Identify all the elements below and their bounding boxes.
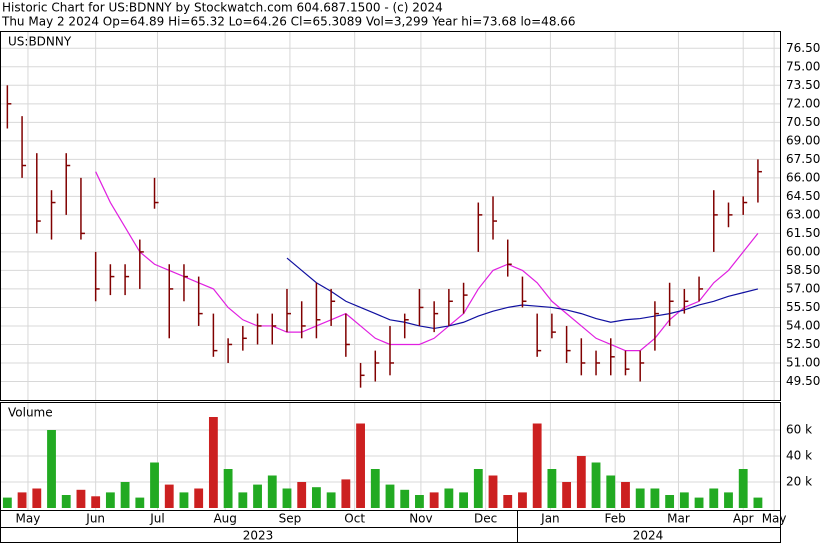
volume-bar xyxy=(738,469,748,508)
x-tick-label: Oct xyxy=(344,512,365,526)
x-tick-label: Nov xyxy=(409,512,432,526)
x-tick-label: Jan xyxy=(540,512,560,526)
x-tick-label: Feb xyxy=(605,512,626,526)
volume-bar xyxy=(47,430,56,508)
moving-average xyxy=(95,171,759,352)
volume-bar xyxy=(297,482,307,508)
volume-bar xyxy=(488,475,498,508)
x-tick-label: Jul xyxy=(149,512,164,526)
x-tick-label: Aug xyxy=(213,512,236,526)
y-tick-label: 58.50 xyxy=(786,263,820,277)
x-tick-label: May xyxy=(762,512,787,526)
volume-bar xyxy=(223,469,233,508)
y-tick-label: 60 k xyxy=(786,423,812,437)
volume-bar xyxy=(694,497,704,508)
y-tick-label: 64.50 xyxy=(786,189,820,203)
volume-bar xyxy=(709,488,719,508)
y-tick-label: 63.00 xyxy=(786,207,820,221)
volume-bar xyxy=(17,492,27,508)
volume-bar xyxy=(532,423,542,508)
volume-bar xyxy=(665,495,675,508)
volume-bar xyxy=(562,482,572,508)
volume-bar xyxy=(76,489,86,508)
x-tick-label: Jun xyxy=(85,512,105,526)
volume-bar xyxy=(282,488,292,508)
volume-title: Volume xyxy=(8,406,53,420)
volume-bar xyxy=(341,479,351,508)
y-tick-label: 52.50 xyxy=(786,337,820,351)
volume-bar xyxy=(473,469,483,508)
volume-bar xyxy=(635,488,645,508)
volume-bar xyxy=(444,488,454,508)
y-tick-label: 51.00 xyxy=(786,355,820,369)
volume-bar xyxy=(621,482,630,508)
volume-bar xyxy=(400,489,410,508)
volume-bar xyxy=(415,495,424,508)
y-tick-label: 69.00 xyxy=(786,133,820,147)
volume-bar xyxy=(679,492,689,508)
volume-bar xyxy=(753,497,763,508)
volume-bar xyxy=(208,417,218,508)
y-tick-label: 40 k xyxy=(786,449,812,463)
year-label: 2024 xyxy=(633,529,664,543)
y-tick-label: 66.00 xyxy=(786,170,820,184)
y-tick-label: 70.50 xyxy=(786,115,820,129)
volume-bar xyxy=(326,492,336,508)
volume-bar xyxy=(576,456,586,508)
x-tick-label: Apr xyxy=(733,512,754,526)
y-tick-label: 76.50 xyxy=(786,41,820,55)
chart-title: Historic Chart for US:BDNNY by Stockwatc… xyxy=(2,1,443,15)
volume-bar xyxy=(120,482,130,508)
y-tick-label: 55.50 xyxy=(786,300,820,314)
volume-bar xyxy=(194,488,204,508)
y-tick-label: 75.00 xyxy=(786,59,820,73)
x-tick-label: Sep xyxy=(279,512,302,526)
y-tick-label: 20 k xyxy=(786,475,812,489)
price-frame xyxy=(0,31,781,401)
y-tick-label: 72.00 xyxy=(786,96,820,110)
volume-bar xyxy=(32,488,42,508)
year-label: 2023 xyxy=(243,529,274,543)
volume-bar xyxy=(650,488,660,508)
y-tick-label: 61.50 xyxy=(786,226,820,240)
chart-subtitle: Thu May 2 2024 Op=64.89 Hi=65.32 Lo=64.2… xyxy=(1,15,576,29)
volume-bar xyxy=(253,484,262,508)
y-tick-label: 67.50 xyxy=(786,152,820,166)
volume-bar xyxy=(370,469,380,508)
volume-bar xyxy=(105,492,115,508)
volume-bar xyxy=(135,497,145,508)
volume-bar xyxy=(591,462,601,508)
volume-bar xyxy=(61,495,71,508)
y-tick-label: 60.00 xyxy=(786,244,820,258)
x-tick-label: Dec xyxy=(474,512,497,526)
volume-bar xyxy=(91,496,101,508)
y-tick-label: 54.00 xyxy=(786,318,820,332)
y-tick-label: 57.00 xyxy=(786,281,820,295)
volume-bar xyxy=(547,469,557,508)
symbol-label: US:BDNNY xyxy=(8,35,72,49)
volume-bar xyxy=(724,492,733,508)
volume-bar xyxy=(503,495,513,508)
volume-bar xyxy=(179,492,189,508)
volume-bar xyxy=(429,492,439,508)
volume-bar xyxy=(312,487,321,508)
volume-bar xyxy=(356,423,365,508)
volume-bar xyxy=(267,475,277,508)
volume-bar xyxy=(238,492,248,508)
volume-bar xyxy=(459,492,468,508)
volume-bar xyxy=(150,462,159,508)
y-tick-label: 49.50 xyxy=(786,374,820,388)
volume-bar xyxy=(2,497,12,508)
volume-bar xyxy=(385,484,395,508)
x-tick-label: May xyxy=(16,512,41,526)
volume-bar xyxy=(606,475,616,508)
x-tick-label: Mar xyxy=(667,512,690,526)
y-tick-label: 73.50 xyxy=(786,78,820,92)
volume-bar xyxy=(518,492,527,508)
volume-bar xyxy=(164,484,174,508)
